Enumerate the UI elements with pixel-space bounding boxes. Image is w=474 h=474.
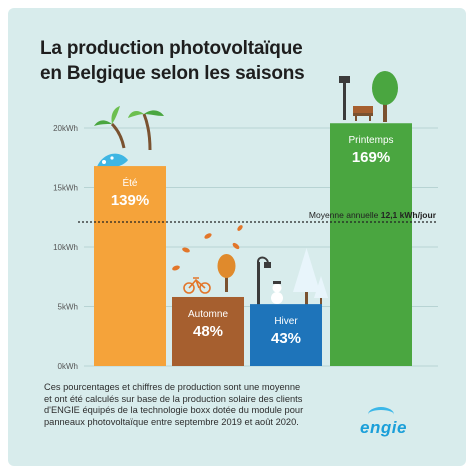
engie-logo: engie (360, 418, 407, 437)
leaf-icon (172, 225, 243, 273)
bar (330, 123, 412, 367)
bar-labels: Été 139% Automne 48% Hiver 43% Printemps 169% (111, 135, 394, 347)
title-line-2: en Belgique selon les saisons (40, 63, 305, 84)
footnote-line-2: et ont été calculés sur base de la produ… (44, 393, 303, 404)
bar-season-label: Printemps (348, 135, 393, 146)
bar-percent-label: 43% (271, 330, 301, 347)
y-axis-tick-labels: 0kWh 5kWh 10kWh 15kWh 20kWh (53, 124, 78, 371)
snowy-tree-icon (293, 248, 328, 308)
footnote-line-3: d'ENGIE équipés de la technologie boxx d… (44, 405, 304, 415)
title-line-1: La production photovoltaïque (40, 38, 303, 59)
y-tick-label: 10kWh (53, 243, 78, 252)
palm-tree-icon (94, 106, 164, 151)
snowman-icon (271, 281, 283, 304)
bar-season-label: Été (122, 176, 137, 189)
street-lamp-icon (257, 256, 271, 307)
bicycle-icon (183, 277, 211, 294)
bench-icon (353, 106, 373, 121)
average-line-label: Moyenne annuelle 12,1 kWh/jour (309, 210, 437, 220)
bar (172, 296, 244, 366)
bar-percent-label: 139% (111, 192, 149, 209)
bar-percent-label: 48% (193, 323, 223, 340)
bar (94, 166, 166, 366)
footnote-line-1: Ces pourcentages et chiffres de producti… (44, 382, 301, 392)
y-tick-label: 0kWh (58, 362, 78, 371)
bar-season-label: Hiver (274, 316, 298, 327)
wave-icon (96, 153, 128, 170)
tree-icon (372, 71, 398, 122)
bar-percent-label: 169% (352, 149, 390, 166)
bar (250, 304, 322, 366)
y-tick-label: 15kWh (53, 184, 78, 193)
reference-line: Moyenne annuelle 12,1 kWh/jour (78, 210, 438, 223)
illustrations (94, 71, 398, 308)
footnote-line-4: panneaux photovoltaïque entre septembre … (44, 416, 299, 427)
footnote: Ces pourcentages et chiffres de producti… (44, 382, 344, 428)
engie-logo-arc (368, 407, 394, 422)
street-lamp-icon (339, 76, 350, 120)
bars (94, 123, 412, 367)
chart-title: La production photovoltaïque en Belgique… (40, 36, 305, 86)
bar-season-label: Automne (188, 309, 228, 320)
y-tick-label: 20kWh (53, 124, 78, 133)
autumn-tree-icon (217, 254, 236, 292)
y-tick-label: 5kWh (58, 303, 78, 312)
